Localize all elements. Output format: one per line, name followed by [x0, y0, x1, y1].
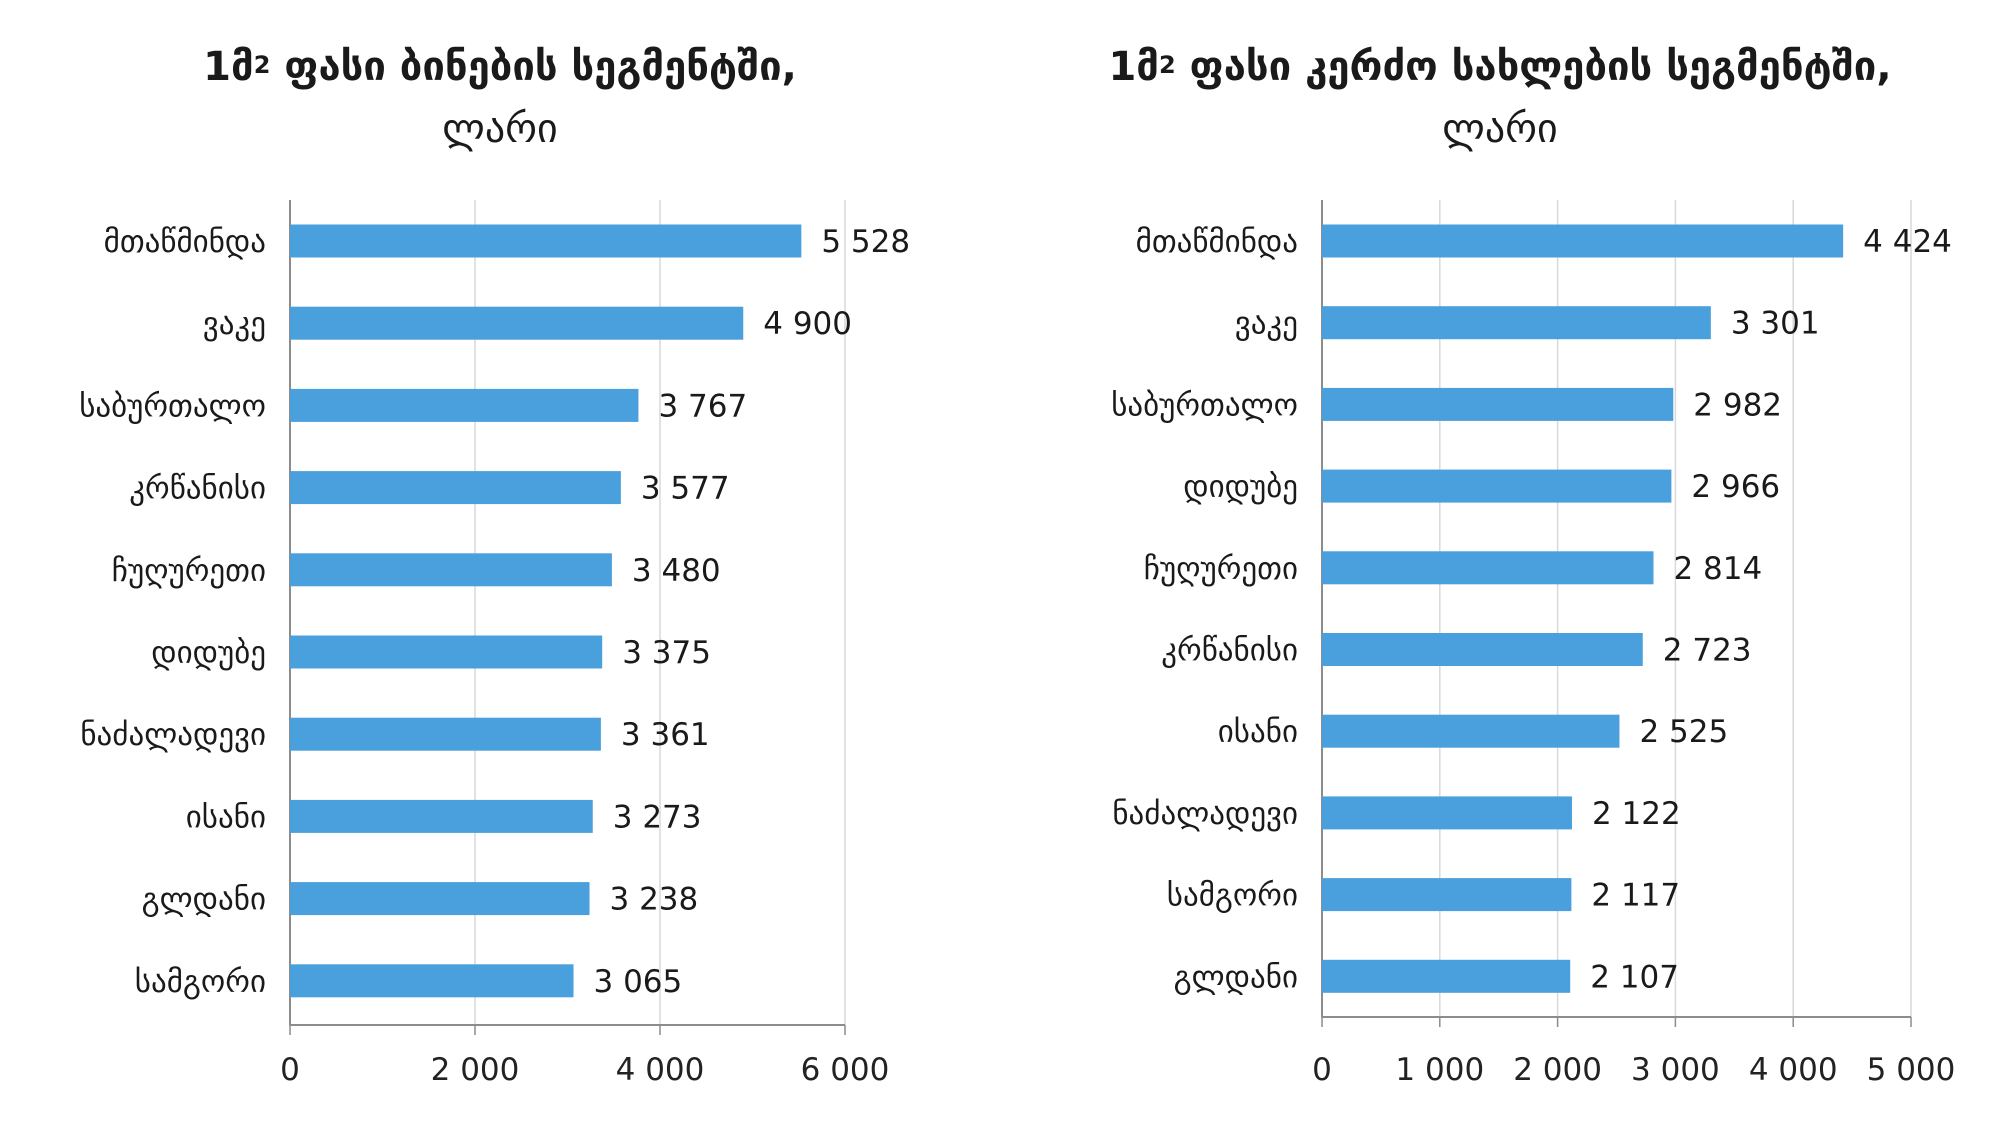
chart-plot-area: 0 1 000 2 000 3 000 4 000 5 000 მთაწმინდა 4 424… [1111, 200, 1956, 1088]
x-tick-label: 0 [280, 1052, 300, 1088]
category-label: დიდუბე [151, 635, 266, 671]
bar [290, 306, 744, 340]
bar [1322, 959, 1571, 993]
category-label: სამგორი [1167, 878, 1298, 914]
x-tick-label: 4 000 [1749, 1052, 1838, 1088]
bar [290, 471, 621, 505]
value-label: 2 107 [1590, 959, 1679, 995]
value-label: 3 301 [1731, 306, 1820, 342]
chart-title: 1მ2 ფასი ბინების სეგმენტში, [203, 44, 797, 90]
value-label: 2 982 [1693, 387, 1782, 423]
chart-plot-area: 0 2 000 4 000 6 000 მთაწმინდა 5 528 ვაკე 4 900 ს… [79, 200, 910, 1088]
category-label: გლდანი [142, 882, 266, 918]
x-tick-label: 2 000 [1513, 1052, 1602, 1088]
bar [290, 553, 612, 587]
value-label: 2 814 [1673, 551, 1762, 587]
value-label: 2 525 [1639, 714, 1728, 750]
value-label: 2 723 [1663, 633, 1752, 669]
bar [290, 635, 603, 669]
category-label: გლდანი [1174, 959, 1298, 995]
x-tick-label: 6 000 [801, 1052, 890, 1088]
bar [1322, 796, 1572, 830]
bar [1322, 878, 1572, 912]
x-tick-label: 3 000 [1631, 1052, 1720, 1088]
bar [1322, 469, 1672, 503]
value-label: 4 424 [1863, 224, 1952, 260]
x-tick-label: 5 000 [1867, 1052, 1956, 1088]
category-label: საბურთალო [1111, 387, 1298, 423]
x-tick-label: 2 000 [431, 1052, 520, 1088]
chart-unit: ლარი [442, 106, 558, 152]
value-label: 3 273 [613, 799, 702, 835]
value-label: 5 528 [821, 224, 910, 260]
bar [1322, 387, 1674, 421]
category-label: ვაკე [203, 306, 266, 342]
bar [290, 388, 639, 422]
bar [1322, 551, 1654, 585]
value-label: 4 900 [763, 306, 852, 342]
category-label: დიდუბე [1183, 469, 1298, 505]
bar [1322, 224, 1844, 258]
category-label: ნაძალადევი [1112, 796, 1298, 832]
house-price-chart: 1მ2 ფასი კერძო სახლების სეგმენტში, ლარი … [1000, 0, 2000, 1134]
category-label: ნაძალადევი [80, 717, 266, 753]
bar [290, 799, 593, 833]
value-label: 2 117 [1591, 878, 1680, 914]
chart-unit: ლარი [1442, 106, 1558, 152]
bar [1322, 306, 1711, 340]
bar [290, 964, 574, 998]
category-label: საბურთალო [79, 388, 266, 424]
category-label: ჩუღურეთი [112, 553, 266, 589]
bar [290, 717, 601, 751]
value-label: 2 966 [1691, 469, 1780, 505]
value-label: 3 238 [610, 882, 699, 918]
category-label: კრწანისი [1161, 633, 1298, 669]
bar [1322, 714, 1620, 748]
category-label: მთაწმინდა [1136, 224, 1298, 260]
bar [1322, 633, 1643, 666]
category-label: ვაკე [1235, 306, 1298, 342]
value-label: 3 065 [594, 964, 683, 1000]
value-label: 3 375 [622, 635, 711, 671]
category-label: ისანი [1218, 714, 1298, 750]
value-label: 3 767 [658, 388, 747, 424]
bar [290, 224, 802, 258]
value-label: 3 577 [641, 471, 730, 507]
category-label: მთაწმინდა [104, 224, 266, 260]
category-label: ისანი [186, 799, 266, 835]
category-label: სამგორი [135, 964, 266, 1000]
value-label: 3 480 [632, 553, 721, 589]
x-tick-label: 4 000 [616, 1052, 705, 1088]
x-tick-label: 0 [1312, 1052, 1332, 1088]
apartment-price-chart: 1მ2 ფასი ბინების სეგმენტში, ლარი 0 2 000 4… [79, 44, 910, 1088]
value-label: 2 122 [1592, 796, 1681, 832]
chart-title: 1მ2 ფასი კერძო სახლების სეგმენტში, [1108, 44, 1892, 90]
x-tick-label: 1 000 [1395, 1052, 1484, 1088]
category-label: კრწანისი [129, 471, 266, 507]
value-label: 3 361 [621, 717, 710, 753]
bar [290, 882, 590, 916]
category-label: ჩუღურეთი [1144, 551, 1298, 587]
